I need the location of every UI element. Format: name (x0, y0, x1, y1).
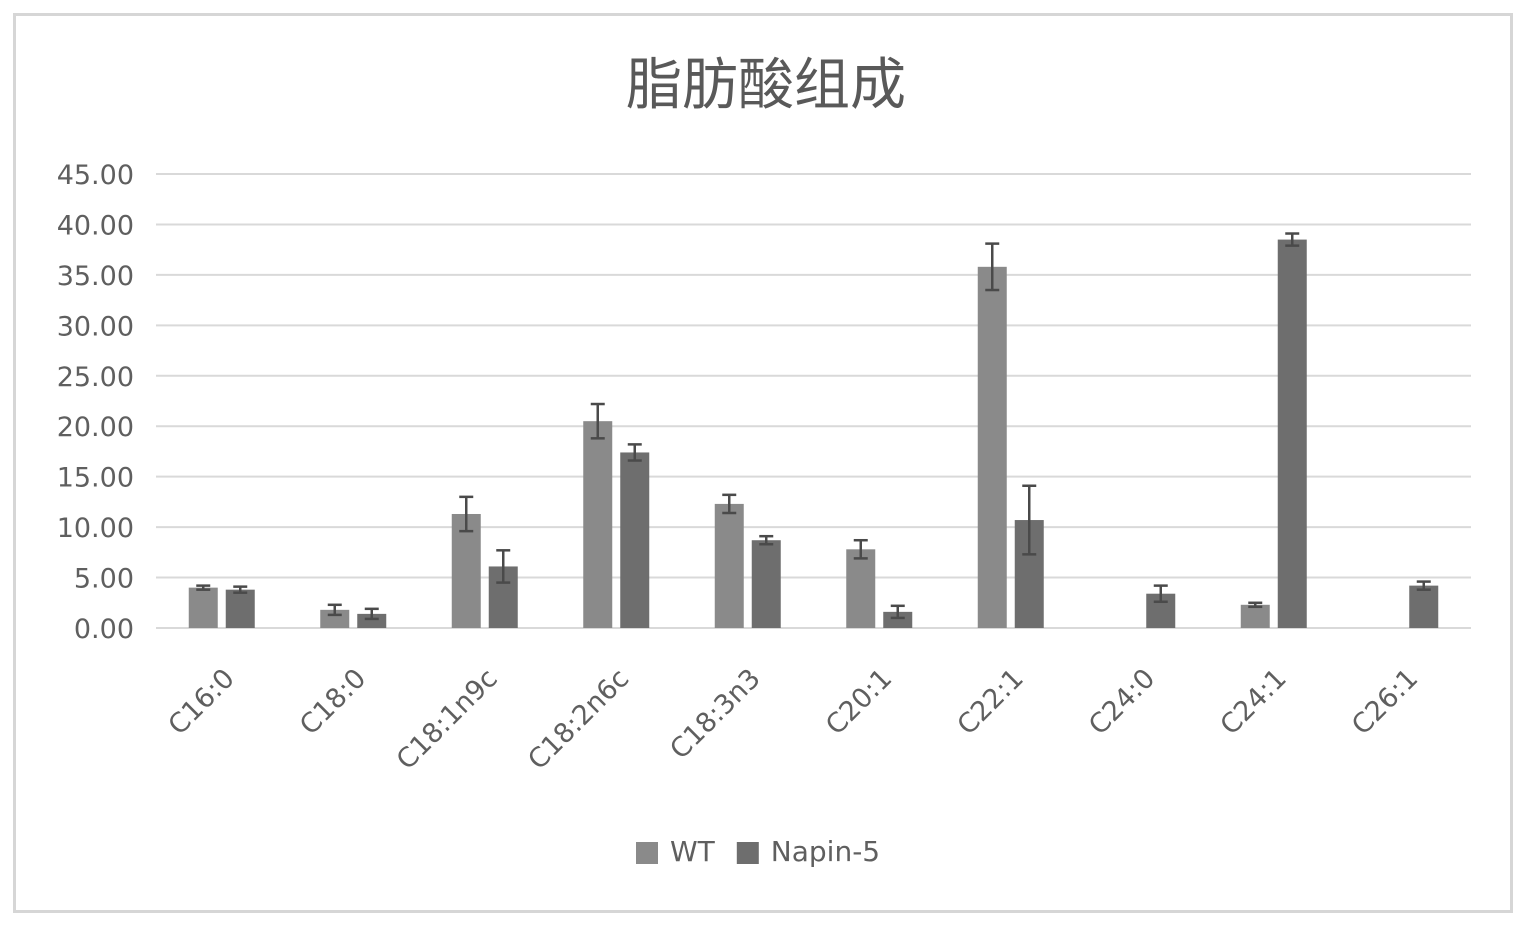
chart-frame: 脂肪酸组成 0.00 5.00 10.00 15.00 20.00 25.00 30.00 3… (13, 13, 1513, 913)
x-axis-categories: C16:0 C18:0 C18:1n9c C18:2n6c C18:3n3 C20:1 C2… (163, 663, 1425, 776)
error-bars (196, 232, 1431, 621)
x-category-label: C18:3n3 (664, 663, 766, 765)
y-tick-label: 25.00 (57, 362, 134, 393)
bar-wt (188, 587, 218, 628)
legend-label: Napin-5 (771, 835, 880, 868)
y-tick-label: 35.00 (57, 261, 134, 292)
x-category-label: C18:1n9c (391, 663, 504, 776)
gridlines (156, 173, 1471, 629)
bar-wt (583, 421, 613, 628)
x-category-label: C22:1 (952, 663, 1030, 741)
bar-napin-5 (357, 613, 387, 628)
y-axis-ticks: 0.00 5.00 10.00 15.00 20.00 25.00 30.00 35.00 40… (57, 160, 134, 645)
x-category-label: C20:1 (820, 663, 898, 741)
chart-title: 脂肪酸组成 (626, 53, 906, 118)
x-category-label: C24:1 (1215, 663, 1293, 741)
legend-swatch (736, 842, 759, 864)
y-tick-label: 20.00 (57, 412, 134, 443)
bar-napin-5 (620, 452, 650, 628)
bars (188, 239, 1439, 629)
chart-svg: 脂肪酸组成 0.00 5.00 10.00 15.00 20.00 25.00 30.00 3… (57, 53, 1471, 868)
y-tick-label: 15.00 (57, 463, 134, 494)
x-category-label: C26:1 (1346, 663, 1424, 741)
x-category-label: C18:0 (294, 663, 372, 741)
x-category-label: C18:2n6c (522, 663, 635, 776)
bar-wt (846, 549, 876, 628)
y-tick-label: 10.00 (57, 513, 134, 544)
x-category-label: C24:0 (1083, 663, 1161, 741)
bar-wt (977, 266, 1007, 628)
y-tick-label: 5.00 (74, 564, 134, 595)
bar-napin-5 (1409, 585, 1439, 628)
bar-napin-5 (883, 611, 913, 628)
y-tick-label: 0.00 (74, 614, 134, 645)
y-tick-label: 45.00 (57, 160, 134, 191)
bar-napin-5 (225, 589, 255, 628)
legend-label: WT (670, 835, 716, 868)
bar-wt (320, 609, 350, 628)
bar-wt (1240, 604, 1270, 628)
bar-wt (714, 503, 744, 628)
y-tick-label: 30.00 (57, 311, 134, 342)
bar-napin-5 (1277, 239, 1307, 629)
legend-swatch (636, 842, 658, 864)
bar-napin-5 (751, 540, 781, 628)
legend: WT Napin-5 (636, 835, 880, 868)
x-category-label: C16:0 (163, 663, 241, 741)
y-tick-label: 40.00 (57, 210, 134, 241)
bar-wt (451, 513, 481, 628)
